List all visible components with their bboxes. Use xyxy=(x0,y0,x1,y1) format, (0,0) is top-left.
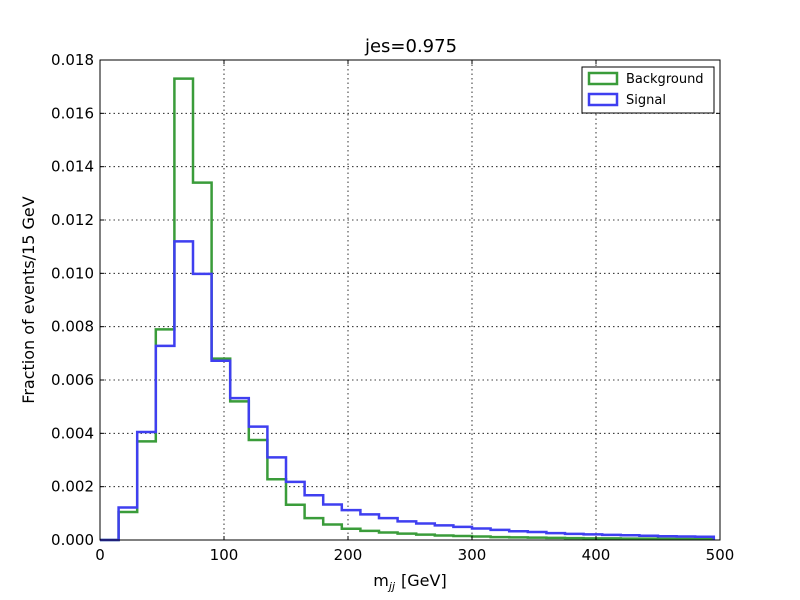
x-tick-label: 300 xyxy=(458,546,487,564)
y-tick-label: 0.012 xyxy=(51,211,94,229)
chart-title: jes=0.975 xyxy=(364,36,457,57)
y-tick-label: 0.016 xyxy=(51,104,94,122)
y-tick-label: 0.014 xyxy=(51,158,94,176)
series-background xyxy=(100,77,716,542)
y-tick-label: 0.004 xyxy=(51,424,94,442)
legend-label-signal: Signal xyxy=(626,93,666,108)
y-tick-label: 0.002 xyxy=(51,478,94,496)
x-axis-title: mjj [GeV] xyxy=(373,571,446,593)
histogram-series xyxy=(100,77,716,542)
x-axis-subscript: jj xyxy=(387,580,396,593)
step-line-signal xyxy=(100,240,716,542)
step-line-background xyxy=(100,77,716,542)
x-tick-label: 500 xyxy=(706,546,735,564)
legend: Background Signal xyxy=(581,66,715,114)
legend-label-background: Background xyxy=(626,72,704,87)
y-tick-label: 0.000 xyxy=(51,531,94,549)
x-tick-label: 400 xyxy=(582,546,611,564)
y-tick-label: 0.018 xyxy=(51,51,94,69)
y-tick-label: 0.010 xyxy=(51,264,94,282)
x-axis-symbol: m xyxy=(373,571,389,590)
x-tick-label: 0 xyxy=(95,546,105,564)
x-tick-label: 100 xyxy=(210,546,239,564)
series-signal xyxy=(100,240,716,542)
y-tick-label: 0.006 xyxy=(51,371,94,389)
x-tick-labels: 0 100 200 300 400 500 xyxy=(95,546,734,564)
x-axis-unit: [GeV] xyxy=(401,571,447,590)
legend-swatch-signal xyxy=(587,92,619,107)
legend-swatch-background xyxy=(587,71,619,86)
y-tick-label: 0.008 xyxy=(51,318,94,336)
axis-ticks xyxy=(99,59,721,541)
y-tick-labels: 0.000 0.002 0.004 0.006 0.008 0.010 0.012 0.014… xyxy=(51,51,94,549)
x-tick-label: 200 xyxy=(334,546,363,564)
plot-area-frame xyxy=(99,59,721,541)
y-axis-title: Fraction of events/15 GeV xyxy=(19,196,38,403)
